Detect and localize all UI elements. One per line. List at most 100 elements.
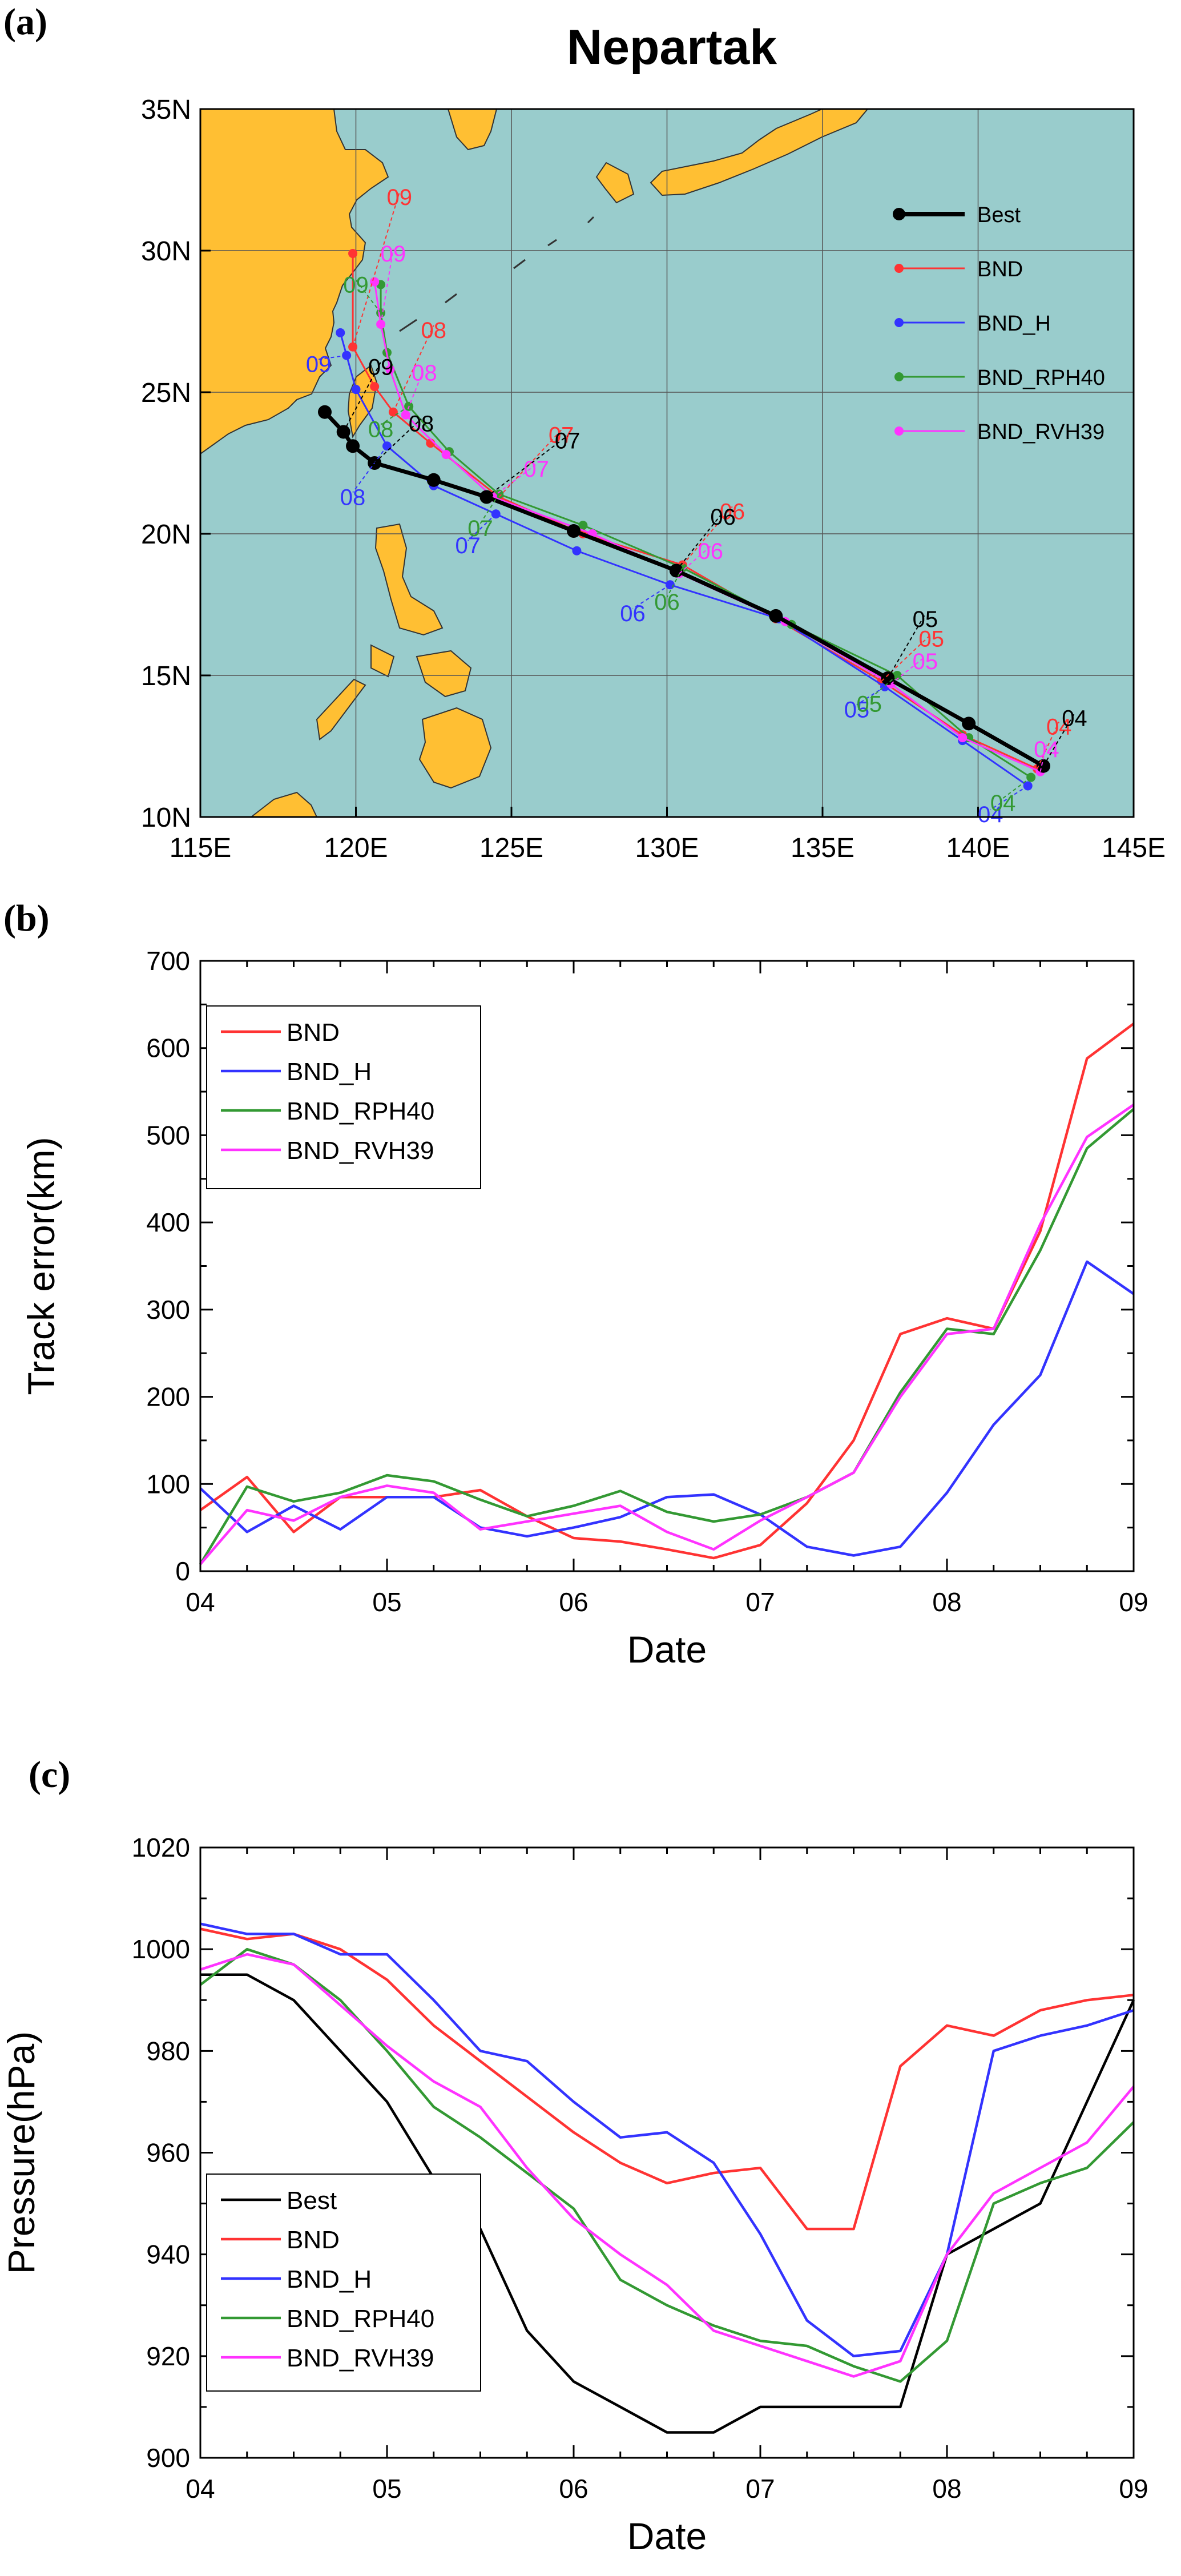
day-leader-bnd_rvh39 xyxy=(492,464,537,498)
y-tick-label: 300 xyxy=(146,1295,190,1325)
track-point-bnd xyxy=(370,382,380,392)
day-label-bnd_h: 07 xyxy=(455,533,481,558)
y-tick-label: 10N xyxy=(141,803,191,833)
day-label-best: 05 xyxy=(913,607,938,632)
day-leader-bnd_rvh39 xyxy=(890,656,926,685)
track-point-bnd_rph40 xyxy=(578,521,588,530)
day-label-bnd: 05 xyxy=(919,627,945,652)
x-tick-label: 08 xyxy=(932,1587,961,1617)
y-tick-label: 400 xyxy=(146,1208,190,1237)
track-point-best xyxy=(769,609,783,623)
y-tick-label: 500 xyxy=(146,1120,190,1150)
legend-marker-bnd_rph40 xyxy=(894,372,904,381)
track-point-bnd xyxy=(348,248,358,258)
day-label-best: 07 xyxy=(555,428,581,453)
day-label-bnd_rph40: 08 xyxy=(368,417,394,442)
x-tick-label: 07 xyxy=(745,2474,775,2503)
x-tick-label: 145E xyxy=(1102,833,1166,863)
x-tick-label: 130E xyxy=(635,833,699,863)
land-palawan xyxy=(316,678,366,740)
day-leader-bnd_rvh39 xyxy=(405,367,425,416)
day-leader-bnd_rph40 xyxy=(355,279,381,313)
day-label-bnd_h: 04 xyxy=(978,802,1003,827)
x-tick-label: 140E xyxy=(946,833,1010,863)
legend-label-bnd_rph40: BND_RPH40 xyxy=(287,1097,434,1125)
y-tick-label: 1020 xyxy=(132,1833,190,1862)
track-line-bnd_h xyxy=(339,332,1029,787)
legend-marker-bnd xyxy=(894,264,904,273)
legend-marker-bnd_rvh39 xyxy=(894,426,904,436)
day-label-bnd_rvh39: 04 xyxy=(1034,737,1059,762)
legend-label-bnd_rvh39: BND_RVH39 xyxy=(287,1137,434,1165)
track-point-bnd_h xyxy=(572,546,582,556)
series-line-bnd_h xyxy=(200,1922,1134,2358)
day-leader-bnd_h xyxy=(856,686,885,706)
legend-label-best: Best xyxy=(977,203,1021,227)
day-label-bnd_rvh39: 06 xyxy=(698,539,724,564)
day-leader-bnd_rvh39 xyxy=(1039,744,1047,772)
y-tick-label: 200 xyxy=(146,1382,190,1412)
series-line-bnd_rph40 xyxy=(199,1108,1135,1565)
day-label-bnd_h: 05 xyxy=(844,698,870,723)
x-tick-label: 115E xyxy=(170,833,232,863)
legend-label-bnd: BND xyxy=(287,1019,340,1046)
y-tick-label: 920 xyxy=(146,2341,190,2371)
track-point-best xyxy=(318,405,332,419)
track-point-best xyxy=(567,524,581,538)
day-leader-bnd_h xyxy=(632,584,671,609)
day-label-bnd: 04 xyxy=(1046,714,1072,739)
y-tick-label: 100 xyxy=(146,1469,190,1499)
y-tick-label: 900 xyxy=(146,2443,190,2473)
legend-label-bnd_rvh39: BND_RVH39 xyxy=(977,420,1105,444)
x-tick-label: 06 xyxy=(559,1587,588,1617)
y-tick-label: 30N xyxy=(141,236,191,267)
legend-label-bnd: BND xyxy=(977,257,1023,281)
day-leader-best xyxy=(374,418,422,464)
legend-marker-bnd_h xyxy=(894,318,904,327)
track-point-bnd_rvh39 xyxy=(385,365,395,375)
map-legend: Best BND BND_H BND_RPH40 BND_RVH39 xyxy=(893,203,1105,444)
day-label-best: 04 xyxy=(1062,706,1087,731)
day-leader-bnd xyxy=(392,325,434,413)
legend-label-bnd_rph40: BND_RPH40 xyxy=(287,2305,434,2333)
day-label-best: 09 xyxy=(368,355,394,380)
day-leader-bnd_rvh39 xyxy=(679,546,711,574)
x-tick-label: 04 xyxy=(186,1587,215,1617)
map-title: Nepartak xyxy=(567,20,777,75)
y-axis-title: Track error(km) xyxy=(20,1137,62,1395)
y-tick-label: 20N xyxy=(141,520,191,550)
y-tick-label: 1000 xyxy=(132,1934,190,1964)
land-kyushu xyxy=(595,162,635,204)
day-label-bnd_h: 06 xyxy=(620,601,646,626)
x-axis-title: Date xyxy=(627,2515,707,2557)
x-tick-label: 04 xyxy=(186,2474,215,2503)
x-tick-label: 09 xyxy=(1119,1587,1148,1617)
legend-box xyxy=(206,2174,481,2392)
y-tick-label: 960 xyxy=(146,2138,190,2168)
map-frame xyxy=(199,108,1135,818)
y-tick-label: 35N xyxy=(141,95,191,125)
land-mindanao xyxy=(418,707,492,789)
day-label-bnd_h: 08 xyxy=(340,485,366,510)
day-leader-bnd_h xyxy=(467,513,497,541)
day-leader-bnd_h xyxy=(352,445,388,493)
day-label-bnd: 07 xyxy=(549,422,574,448)
y-tick-label: 0 xyxy=(175,1556,190,1586)
day-leader-bnd xyxy=(1037,721,1060,770)
land-luzon xyxy=(374,523,444,636)
series-line-best xyxy=(200,1973,1135,2434)
x-tick-label: 120E xyxy=(324,833,388,863)
day-leader-best xyxy=(1043,713,1075,767)
pressure-chart: 04 05 06 07 08 09 900 920 940 960 980 1000 1020 Date P… xyxy=(0,1833,1148,2557)
x-tick-label: 06 xyxy=(559,2474,588,2503)
track-error-chart: 04 05 06 07 08 09 0 100 200 300 400 500 600 700 Date Tr… xyxy=(20,946,1148,1671)
legend-label-bnd_h: BND_H xyxy=(977,312,1051,336)
panel-label-a: (a) xyxy=(3,1,47,43)
x-tick-label: 05 xyxy=(372,2474,401,2503)
x-tick-label: 09 xyxy=(1119,2474,1148,2503)
day-leader-bnd_h xyxy=(318,355,347,360)
y-tick-label: 25N xyxy=(141,378,191,408)
series-line-bnd xyxy=(200,1927,1134,2231)
day-label-bnd: 08 xyxy=(421,318,447,343)
